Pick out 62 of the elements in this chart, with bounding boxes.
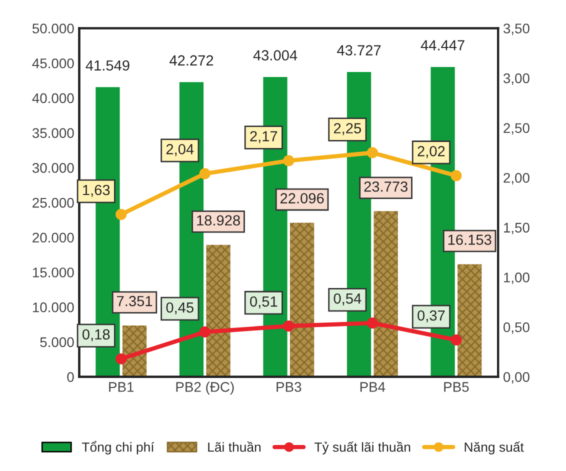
legend-label: Tỷ suất lãi thuần [314, 442, 410, 454]
legend-label: Tổng chi phí [82, 441, 154, 454]
y-tick-label: 50.000 [32, 24, 74, 34]
point [116, 353, 127, 364]
point [450, 334, 462, 346]
y-tick-label: 5.000 [40, 337, 74, 348]
y-tick-label: 45.000 [32, 58, 74, 68]
y2-tick-label: 0,00 [503, 372, 530, 384]
x-tick-label: PB3 [276, 382, 302, 392]
data-label: 1,63 [83, 184, 110, 197]
y-tick-label: 40.000 [32, 93, 74, 104]
data-label: 7.351 [117, 296, 152, 306]
point [283, 155, 294, 166]
point [366, 317, 378, 329]
data-label: 2,04 [166, 144, 194, 156]
data-label: 22.096 [280, 193, 324, 204]
y-tick-label: 30.000 [32, 163, 74, 173]
data-label: 0,45 [166, 302, 194, 314]
legend-label: Năng suất [464, 442, 524, 454]
data-label: 43.004 [253, 50, 298, 61]
data-label: 0,37 [418, 310, 445, 322]
data-label: 44.447 [420, 40, 464, 50]
y-tick-label: 25.000 [32, 198, 74, 208]
y2-tick-label: 0,50 [503, 322, 530, 334]
data-label: 43.727 [337, 45, 381, 56]
bar [290, 222, 314, 377]
x-tick-label: PB4 [360, 382, 386, 392]
data-label: 23.773 [364, 181, 408, 192]
y-tick-label: 35.000 [32, 128, 74, 138]
data-label: 0,18 [82, 329, 110, 342]
data-label: 2,02 [418, 146, 445, 158]
point [450, 170, 462, 182]
data-label: 2,25 [334, 123, 362, 136]
bar [206, 244, 230, 377]
y2-tick-label: 1,50 [504, 222, 530, 234]
point [199, 168, 210, 180]
data-label: 18.928 [197, 215, 240, 226]
x-tick-label: PB1 [109, 382, 134, 392]
point [283, 320, 294, 332]
bar [458, 264, 482, 377]
data-label: 16.153 [448, 234, 492, 245]
bar [374, 211, 398, 377]
data-label: 41.549 [86, 60, 130, 71]
point [199, 326, 210, 338]
y2-tick-label: 2,00 [504, 172, 530, 184]
data-label: 42.272 [170, 55, 214, 66]
y-tick-label: 10.000 [32, 302, 74, 312]
data-label: 0,54 [334, 293, 362, 306]
x-tick-label: PB5 [444, 382, 469, 392]
y-tick-label: 15.000 [32, 268, 74, 278]
y2-tick-label: 3,50 [503, 24, 530, 36]
data-label: 0,51 [250, 296, 278, 308]
y2-tick-label: 1,00 [504, 272, 530, 284]
data-label: 2,17 [250, 131, 278, 144]
y2-tick-label: 3,00 [503, 73, 530, 85]
x-tick-label: PB2 (ĐC) [176, 382, 234, 395]
y2-tick-label: 2,50 [504, 123, 530, 135]
y-tick-label: 0 [67, 372, 74, 382]
legend-label: Lãi thuần [208, 442, 261, 452]
y-tick-label: 20.000 [32, 232, 74, 243]
point [116, 208, 127, 220]
point [366, 147, 378, 158]
